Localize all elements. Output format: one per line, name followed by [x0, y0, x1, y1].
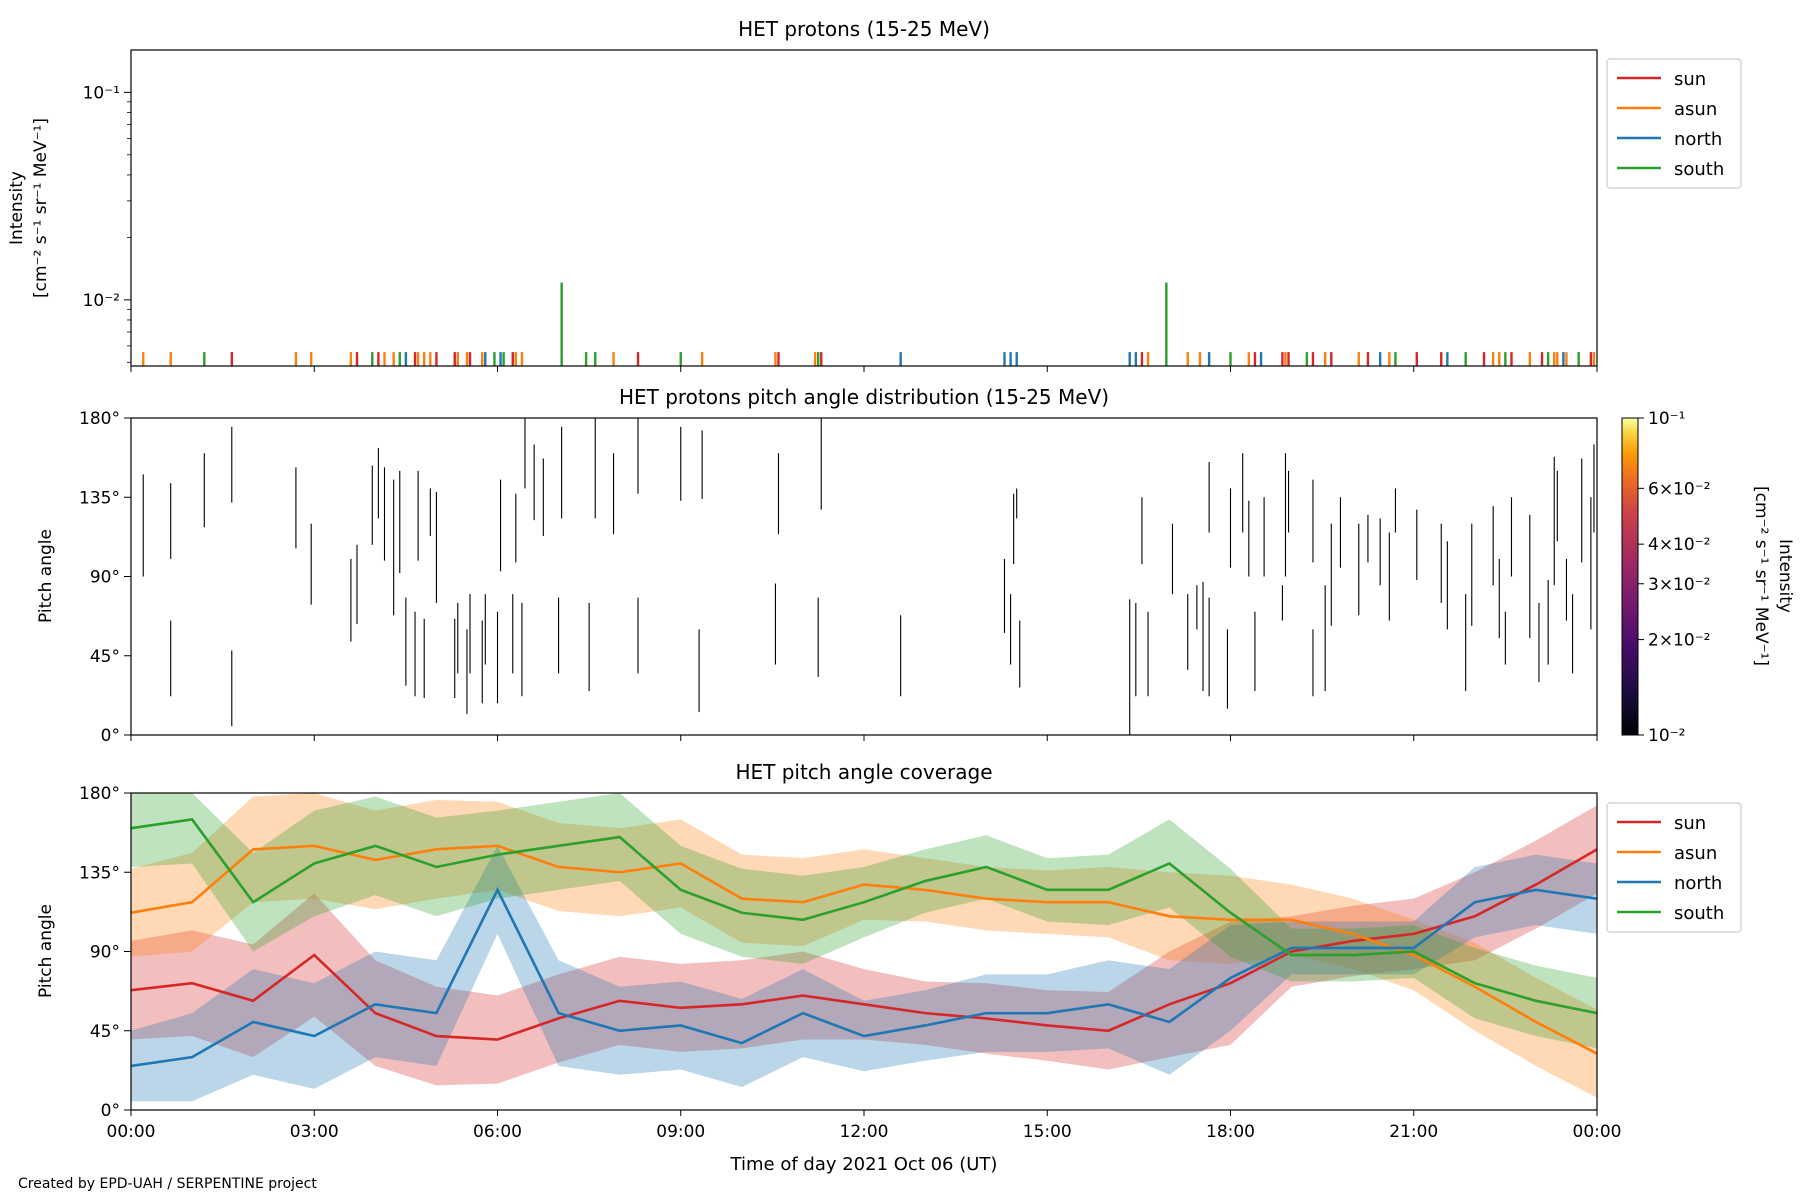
- colorbar-gradient: [1621, 417, 1639, 736]
- x-tick-label: 06:00: [473, 1122, 522, 1142]
- coverage-band-south: [131, 793, 1597, 1049]
- y-tick-label: 45°: [90, 647, 120, 667]
- y-tick-label: 45°: [90, 1022, 120, 1042]
- colorbar-tick-label: 10⁻¹: [1648, 409, 1685, 429]
- panel2-xticks: [130, 735, 1598, 741]
- panel3-xticks: 00:00 03:00 06:00 09:00 12:00 15:00 18:00 21:00…: [107, 1110, 1622, 1142]
- x-axis-label: Time of day 2021 Oct 06 (UT): [730, 1154, 998, 1175]
- panel-pitch-coverage: HET pitch angle coverage Pitch angle 0° 4…: [36, 760, 1742, 1175]
- panel2-segments: [142, 418, 1595, 735]
- x-tick-label: 00:00: [107, 1122, 156, 1142]
- colorbar-tick-label: 6×10⁻²: [1648, 479, 1710, 499]
- panel3-series: [131, 793, 1597, 1102]
- y-tick-label: 90°: [90, 568, 120, 588]
- panel2-title: HET protons pitch angle distribution (15…: [619, 385, 1109, 409]
- legend1-label-asun: asun: [1674, 99, 1717, 120]
- panel1-frame: [130, 49, 1598, 367]
- colorbar-tick-label: 2×10⁻²: [1648, 631, 1710, 651]
- colorbar-label-line1: Intensity: [1775, 539, 1795, 613]
- legend3-label-asun: asun: [1674, 843, 1717, 864]
- colorbar-tick-label: 10⁻²: [1648, 726, 1685, 746]
- panel3-yticks: 0° 45° 90° 135° 180°: [79, 784, 131, 1121]
- panel3-title: HET pitch angle coverage: [735, 760, 992, 784]
- panel2-ylabel: Pitch angle: [36, 529, 56, 623]
- panel-intensity: HET protons (15-25 MeV) Intensity [cm⁻² …: [7, 17, 1742, 372]
- y-tick-label: 180°: [79, 784, 120, 804]
- panel1-ylabel-line1: Intensity: [7, 171, 27, 245]
- panel1-legend: sun asun north south: [1606, 58, 1742, 189]
- x-tick-label: 18:00: [1206, 1122, 1255, 1142]
- legend1-label-south: south: [1674, 159, 1724, 180]
- panel1-legend-frame: [1606, 58, 1742, 189]
- y-tick-label: 90°: [90, 943, 120, 963]
- x-tick-label: 12:00: [840, 1122, 889, 1142]
- panel3-legend: sun asun north south: [1606, 802, 1742, 933]
- x-tick-label: 21:00: [1389, 1122, 1438, 1142]
- panel3-frame: [130, 792, 1598, 1111]
- y-tick-label: 180°: [79, 409, 120, 429]
- coverage-band-north: [131, 845, 1597, 1102]
- y-tick-label: 135°: [79, 488, 120, 508]
- panel2-yticks: 0° 45° 90° 135° 180°: [79, 409, 131, 746]
- legend3-label-south: south: [1674, 903, 1724, 924]
- colorbar-tick-label: 4×10⁻²: [1648, 535, 1710, 555]
- panel1-ylabel-line2: [cm⁻² s⁻¹ sr⁻¹ MeV⁻¹]: [31, 118, 51, 298]
- y-tick-label: 10⁻²: [83, 291, 120, 311]
- coverage-line-north: [131, 886, 1597, 1068]
- x-tick-label: 03:00: [290, 1122, 339, 1142]
- colorbar: 10⁻² 2×10⁻² 3×10⁻² 4×10⁻² 6×10⁻² 10⁻¹ Intensi…: [1621, 409, 1795, 746]
- legend3-label-sun: sun: [1674, 813, 1706, 834]
- panel-pitch-distribution: HET protons pitch angle distribution (15…: [36, 385, 1795, 746]
- panel3-legend-frame: [1606, 802, 1742, 933]
- panel1-xticks: [130, 366, 1598, 372]
- colorbar-label-line2: [cm⁻² s⁻¹ sr⁻¹ MeV⁻¹]: [1751, 486, 1771, 666]
- panel1-bars: [142, 282, 1596, 366]
- legend1-label-north: north: [1674, 129, 1722, 150]
- x-tick-label: 00:00: [1573, 1122, 1622, 1142]
- panel1-title: HET protons (15-25 MeV): [738, 17, 990, 41]
- colorbar-ticks: 10⁻² 2×10⁻² 3×10⁻² 4×10⁻² 6×10⁻² 10⁻¹: [1638, 409, 1710, 746]
- colorbar-tick-label: 3×10⁻²: [1648, 575, 1710, 595]
- legend1-label-sun: sun: [1674, 69, 1706, 90]
- credit-footer: Created by EPD-UAH / SERPENTINE project: [18, 1176, 317, 1192]
- panel1-ylabel: Intensity [cm⁻² s⁻¹ sr⁻¹ MeV⁻¹]: [7, 118, 51, 298]
- y-tick-label: 135°: [79, 863, 120, 883]
- panel1-yticks: 10⁻² 10⁻¹: [83, 83, 131, 363]
- colorbar-label: Intensity [cm⁻² s⁻¹ sr⁻¹ MeV⁻¹]: [1751, 486, 1795, 666]
- y-tick-label: 0°: [101, 1101, 120, 1121]
- coverage-line-asun: [131, 844, 1597, 1055]
- x-tick-label: 15:00: [1023, 1122, 1072, 1142]
- y-tick-label: 10⁻¹: [83, 83, 120, 103]
- x-tick-label: 09:00: [656, 1122, 705, 1142]
- y-tick-label: 0°: [101, 726, 120, 746]
- coverage-line-sun: [131, 848, 1597, 1041]
- coverage-band-asun: [131, 793, 1597, 1098]
- panel3-ylabel: Pitch angle: [36, 904, 56, 998]
- panel2-frame: [130, 417, 1598, 736]
- legend3-label-north: north: [1674, 873, 1722, 894]
- coverage-line-south: [131, 818, 1597, 1015]
- coverage-band-sun: [131, 805, 1597, 1086]
